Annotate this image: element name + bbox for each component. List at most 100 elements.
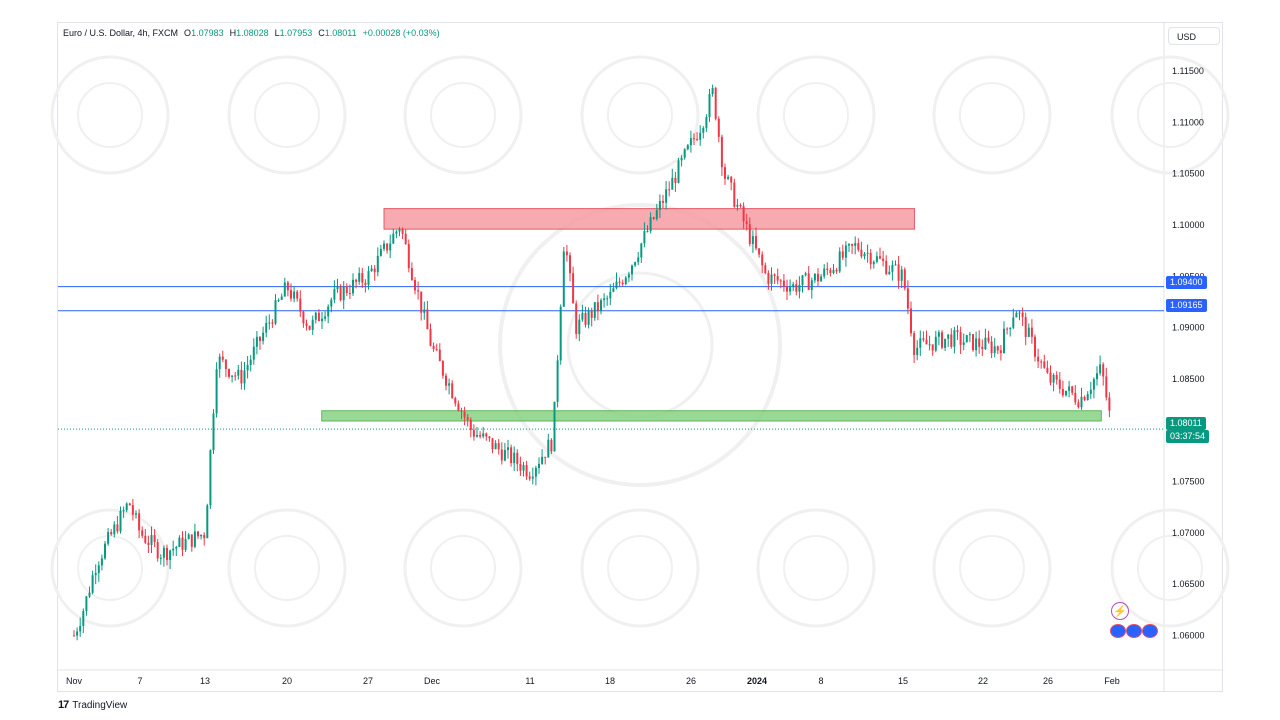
candle-body: [414, 279, 416, 291]
watermark-seal-center: [566, 271, 714, 419]
candle-body: [379, 248, 382, 256]
candle-body: [482, 433, 485, 437]
candle-body: [497, 443, 500, 450]
candle-body: [596, 302, 599, 312]
candle-body: [975, 338, 978, 351]
candle-body: [147, 542, 150, 546]
candle-body: [972, 334, 974, 351]
y-tick-label: 1.09000: [1172, 323, 1205, 333]
candle-body: [417, 290, 420, 292]
candle-body: [813, 273, 816, 281]
watermark-seal: [77, 82, 143, 148]
watermark-seal: [932, 508, 1052, 628]
candle-body: [277, 299, 280, 301]
candle-body: [615, 281, 618, 289]
price-change: +0.00028 (+0.03%): [362, 28, 440, 38]
candle-body: [228, 369, 230, 377]
candle-body: [1024, 317, 1027, 337]
candle-body: [575, 303, 578, 335]
candle-body: [736, 204, 739, 207]
candle-body: [804, 273, 807, 276]
candle-body: [386, 243, 389, 251]
candle-body: [367, 271, 370, 285]
x-tick-label: 7: [137, 676, 142, 686]
candle-body: [931, 344, 934, 351]
candle-body: [463, 411, 466, 418]
candle-body: [339, 286, 342, 301]
candle-body: [624, 277, 627, 285]
event-icon[interactable]: [1142, 624, 1158, 638]
candle-body: [696, 138, 699, 140]
candle-body: [1009, 327, 1012, 329]
candle-body: [851, 244, 854, 246]
x-tick-label: 18: [605, 676, 615, 686]
candle-body: [693, 138, 695, 140]
candle-body: [944, 338, 947, 348]
x-tick-label: Nov: [66, 676, 83, 686]
candle-body: [817, 273, 819, 282]
y-tick-label: 1.11000: [1172, 117, 1204, 127]
watermark-seal: [959, 535, 1025, 601]
candle-body: [460, 410, 463, 412]
candle-body: [330, 299, 333, 307]
chart-frame[interactable]: [57, 22, 1223, 692]
candle-body: [562, 251, 565, 307]
currency-button[interactable]: USD: [1168, 27, 1220, 45]
watermark-seal: [1110, 508, 1230, 628]
candle-body: [407, 243, 410, 269]
candle-body: [321, 318, 323, 322]
candle-body: [646, 231, 649, 233]
candle-body: [1034, 336, 1036, 357]
candle-body: [246, 365, 249, 371]
candle-body: [1043, 361, 1046, 368]
watermark-seal: [430, 82, 496, 148]
candle-body: [541, 456, 544, 464]
candle-body: [125, 503, 128, 511]
candle-body: [578, 319, 581, 335]
candle-body: [910, 308, 912, 334]
candle-body: [544, 456, 547, 458]
candle-body: [451, 383, 454, 399]
candle-body: [274, 300, 277, 324]
candle-body: [761, 254, 764, 266]
event-icon[interactable]: [1126, 624, 1142, 638]
candle-body: [879, 256, 881, 259]
candle-body: [435, 349, 438, 351]
candle-body: [122, 510, 125, 512]
candle-body: [959, 332, 962, 345]
tradingview-logo[interactable]: 17 TradingView: [58, 699, 127, 711]
candle-body: [212, 413, 215, 451]
candle-body: [1086, 394, 1089, 401]
candle-body: [745, 221, 748, 225]
candle-body: [240, 369, 243, 384]
ohlc-close: C1.08011: [318, 28, 357, 38]
candle-body: [1083, 396, 1086, 401]
candle-body: [990, 341, 993, 354]
candle-body: [621, 282, 624, 285]
x-tick-label: 2024: [747, 676, 767, 686]
lightning-icon[interactable]: ⚡: [1111, 602, 1129, 620]
candle-body: [584, 312, 587, 325]
candle-body: [352, 279, 354, 294]
candle-body: [345, 286, 348, 293]
ohlc-high: H1.08028: [229, 28, 269, 38]
candle-body: [1099, 364, 1102, 374]
watermark-seal: [1137, 535, 1203, 601]
resistance-zone: [383, 208, 915, 230]
candle-body: [857, 243, 860, 250]
candle-body: [913, 333, 916, 355]
candle-body: [987, 337, 990, 342]
candle-body: [767, 272, 770, 284]
candle-body: [792, 284, 795, 288]
candle-body: [116, 524, 119, 532]
candle-body: [882, 258, 885, 261]
candle-body: [500, 449, 503, 461]
candle-body: [618, 281, 621, 283]
candle-body: [1018, 312, 1021, 314]
candle-body: [556, 360, 559, 402]
candle-body: [1061, 388, 1064, 396]
watermark-seal: [607, 82, 673, 148]
candle-body: [658, 200, 661, 210]
event-icon[interactable]: [1110, 624, 1126, 638]
